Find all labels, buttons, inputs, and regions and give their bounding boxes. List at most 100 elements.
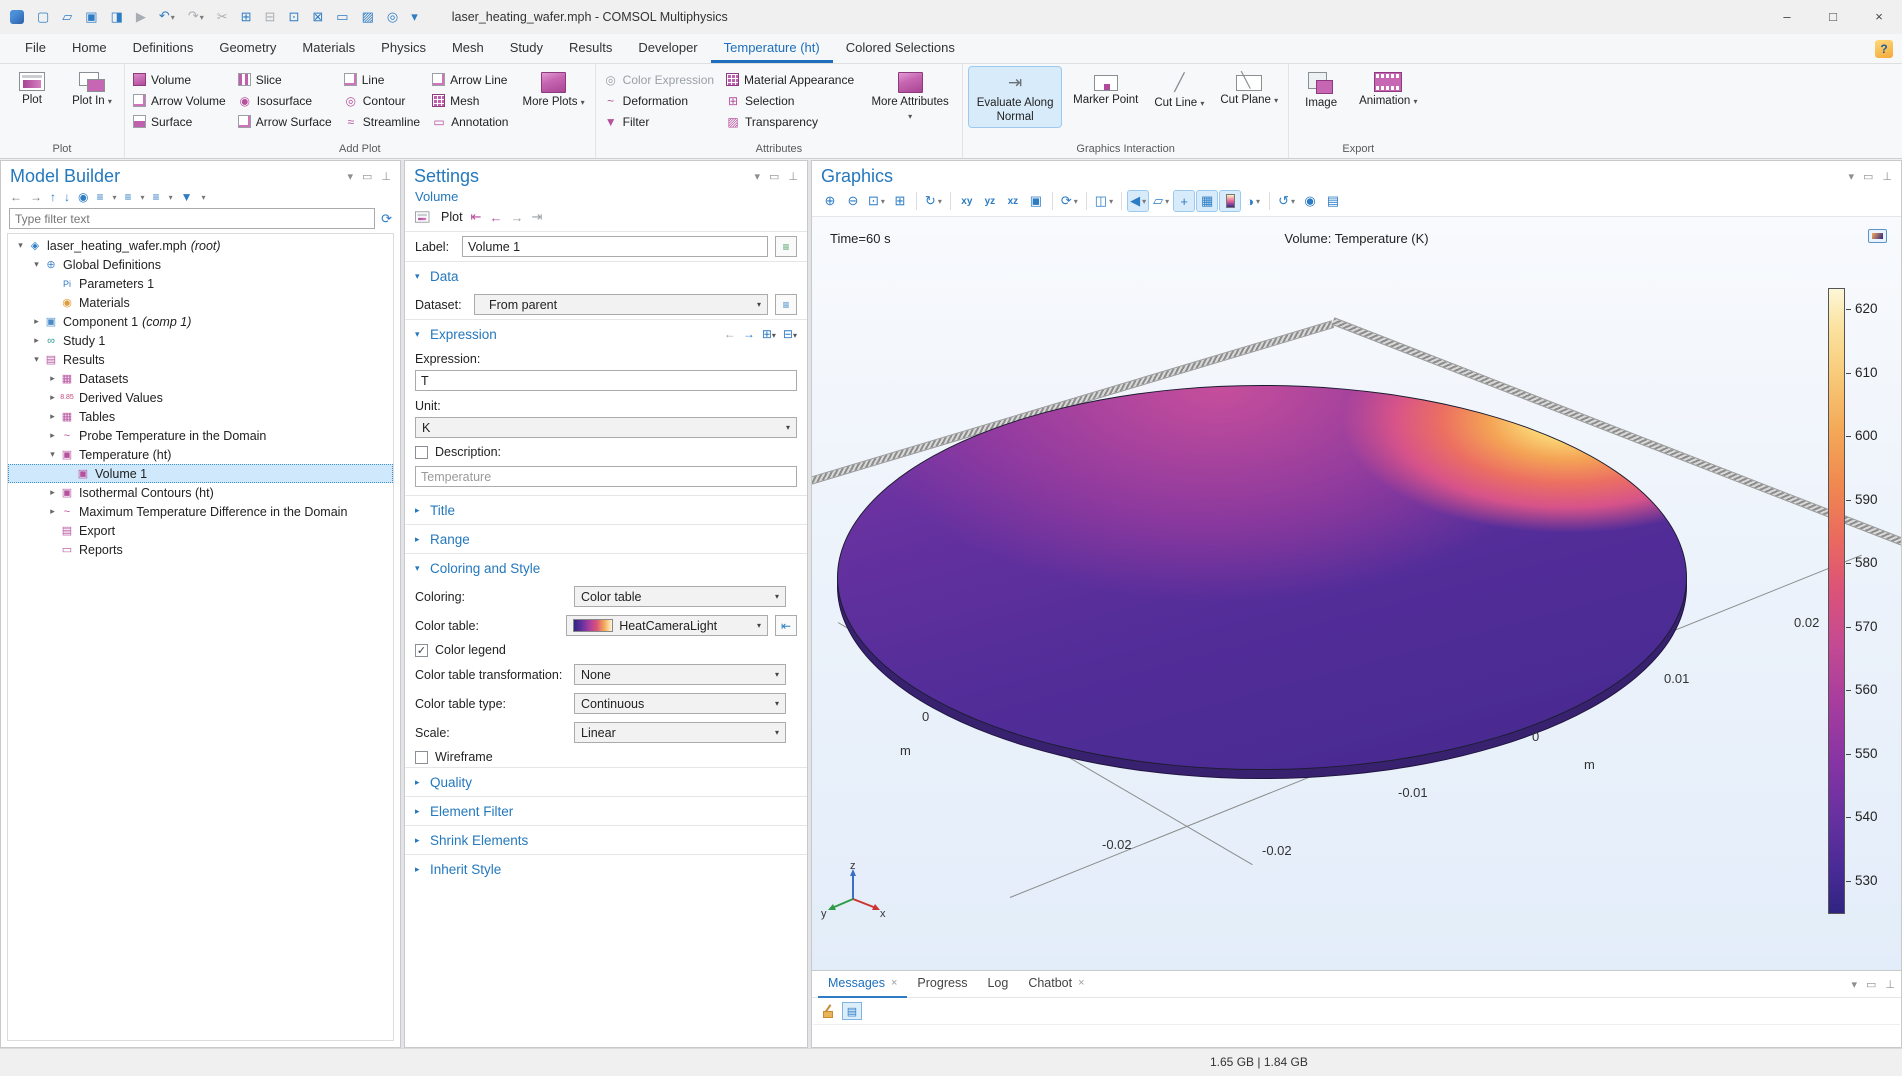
- tree-node-isothermal-contours-ht[interactable]: ▸▣Isothermal Contours (ht): [8, 483, 393, 502]
- image-button[interactable]: Image: [1295, 67, 1347, 113]
- collapse-caret-icon[interactable]: ▾: [46, 449, 59, 460]
- unit-select[interactable]: K▾: [415, 417, 797, 438]
- panel-menu-icon[interactable]: [1848, 170, 1854, 183]
- refresh-icon[interactable]: [381, 211, 392, 227]
- tree-node-parameters-1[interactable]: PiParameters 1: [8, 274, 393, 293]
- show-axes-icon[interactable]: +: [1174, 191, 1194, 211]
- move-down-icon[interactable]: ↓: [64, 190, 70, 204]
- slice-button[interactable]: Slice: [236, 71, 334, 88]
- color-table-select[interactable]: HeatCameraLight▾: [566, 615, 768, 636]
- duplicate-icon[interactable]: ⊡: [288, 10, 299, 24]
- coloring-select[interactable]: Color table▾: [574, 586, 786, 607]
- cut-line-button[interactable]: Cut Line ▾: [1150, 67, 1208, 113]
- scene-light-icon[interactable]: ◫▾: [1093, 191, 1115, 211]
- panel-menu-icon[interactable]: [754, 170, 760, 183]
- rotate-icon[interactable]: ⟳▾: [1059, 191, 1080, 211]
- title-section-header[interactable]: ▸Title: [405, 496, 807, 524]
- tree-filter-input[interactable]: [9, 208, 375, 229]
- evaluate-along-normal-button[interactable]: Evaluate Along Normal: [969, 67, 1061, 127]
- menu-tab-materials[interactable]: Materials: [289, 34, 368, 63]
- color-table-type-select[interactable]: Continuous▾: [574, 693, 786, 714]
- dataset-select[interactable]: From parent▾: [474, 294, 768, 315]
- menu-tab-definitions[interactable]: Definitions: [120, 34, 207, 63]
- float-panel-icon[interactable]: [769, 170, 779, 183]
- clear-messages-icon[interactable]: [821, 1004, 835, 1018]
- plot-button[interactable]: Plot: [6, 67, 58, 110]
- expand-caret-icon[interactable]: ▸: [46, 411, 59, 422]
- menu-tab-file[interactable]: File: [12, 34, 59, 63]
- collapse-caret-icon[interactable]: ▾: [30, 354, 43, 365]
- collapse-caret-icon[interactable]: ▾: [30, 259, 43, 270]
- expand-caret-icon[interactable]: ▸: [46, 392, 59, 403]
- tree-node-results[interactable]: ▾▤Results: [8, 350, 393, 369]
- rename-icon[interactable]: ≡: [775, 236, 797, 257]
- label-input[interactable]: [462, 236, 768, 257]
- inherit-style-section-header[interactable]: ▸Inherit Style: [405, 855, 807, 883]
- menu-tab-home[interactable]: Home: [59, 34, 120, 63]
- shrink-elements-section-header[interactable]: ▸Shrink Elements: [405, 826, 807, 854]
- description-checkbox[interactable]: [415, 446, 428, 459]
- toolbar-overflow-icon[interactable]: ▾: [411, 10, 418, 24]
- quality-section-header[interactable]: ▸Quality: [405, 768, 807, 796]
- tree-node-laser-heating-wafer-mph[interactable]: ▾◈laser_heating_wafer.mph(root): [8, 236, 393, 255]
- default-view-icon[interactable]: ↻▾: [923, 191, 944, 211]
- range-section-header[interactable]: ▸Range: [405, 525, 807, 553]
- zoom-out-icon[interactable]: ⊖: [843, 191, 863, 211]
- expand-caret-icon[interactable]: ▸: [30, 335, 43, 346]
- cut-plane-button[interactable]: Cut Plane ▾: [1216, 67, 1282, 110]
- zoom-extents-icon[interactable]: ⊞: [890, 191, 910, 211]
- tab-chatbot[interactable]: Chatbot×: [1018, 971, 1094, 998]
- move-up-icon[interactable]: ↑: [50, 190, 56, 204]
- menu-tab-mesh[interactable]: Mesh: [439, 34, 497, 63]
- wafer-surface-plot[interactable]: [837, 385, 1687, 770]
- pin-panel-icon[interactable]: [1885, 978, 1895, 991]
- select-frame-icon[interactable]: ▭: [336, 10, 348, 24]
- float-panel-icon[interactable]: [1866, 978, 1876, 991]
- copy-icon[interactable]: ⊞: [241, 10, 252, 24]
- menu-tab-study[interactable]: Study: [497, 34, 556, 63]
- add-color-table-icon[interactable]: ⇤: [775, 615, 797, 636]
- show-icon[interactable]: ◉: [78, 190, 88, 204]
- mesh-button[interactable]: Mesh: [430, 92, 510, 109]
- data-section-header[interactable]: ▾Data: [405, 262, 807, 290]
- update-icon[interactable]: ↺▾: [1276, 191, 1297, 211]
- model-tree-node-text-icon[interactable]: ≡: [153, 190, 160, 204]
- tab-messages[interactable]: Messages×: [818, 971, 907, 998]
- panel-menu-icon[interactable]: [347, 170, 353, 183]
- material-appearance-button[interactable]: Material Appearance: [724, 71, 856, 88]
- print-icon[interactable]: ▤: [1323, 191, 1343, 211]
- expand-caret-icon[interactable]: ▸: [46, 506, 59, 517]
- tab-progress[interactable]: Progress: [907, 971, 977, 998]
- view-xz-icon[interactable]: xz: [1003, 191, 1023, 211]
- forward-icon[interactable]: →: [30, 190, 42, 204]
- show-legend-icon[interactable]: [1220, 191, 1240, 211]
- pin-panel-icon[interactable]: [381, 170, 391, 183]
- maximize-button[interactable]: □: [1810, 0, 1856, 34]
- scale-select[interactable]: Linear▾: [574, 722, 786, 743]
- more-plots-button[interactable]: More Plots ▾: [518, 67, 588, 112]
- wireframe-checkbox[interactable]: [415, 751, 428, 764]
- isosurface-button[interactable]: ◉Isosurface: [236, 92, 334, 109]
- new-file-icon[interactable]: ▢: [37, 10, 49, 24]
- pin-panel-icon[interactable]: [1882, 170, 1892, 183]
- streamline-button[interactable]: ≈Streamline: [342, 113, 422, 130]
- transparency-icon[interactable]: ▱▾: [1151, 191, 1171, 211]
- transparency-button[interactable]: ▨Transparency: [724, 113, 856, 130]
- expression-input[interactable]: [415, 370, 797, 391]
- float-panel-icon[interactable]: [1863, 170, 1873, 183]
- message-display-icon[interactable]: ▤: [842, 1002, 862, 1020]
- arrow-volume-button[interactable]: Arrow Volume: [131, 92, 228, 109]
- back-icon[interactable]: ←: [10, 190, 22, 204]
- panel-menu-icon[interactable]: [1851, 978, 1857, 991]
- tree-node-study-1[interactable]: ▸∞Study 1: [8, 331, 393, 350]
- settings-plot-button[interactable]: Plot: [441, 210, 463, 224]
- plot-previous-icon[interactable]: ←: [489, 210, 502, 225]
- menu-tab-geometry[interactable]: Geometry: [206, 34, 289, 63]
- camera-icon[interactable]: ▣: [1026, 191, 1046, 211]
- pin-panel-icon[interactable]: [788, 170, 798, 183]
- plot-first-icon[interactable]: ⇤: [471, 209, 482, 225]
- expand-caret-icon[interactable]: ▸: [46, 487, 59, 498]
- collapse-icon[interactable]: ≡: [96, 190, 103, 204]
- tree-node-probe-temperature-in-the-domain[interactable]: ▸~Probe Temperature in the Domain: [8, 426, 393, 445]
- description-input[interactable]: [415, 466, 797, 487]
